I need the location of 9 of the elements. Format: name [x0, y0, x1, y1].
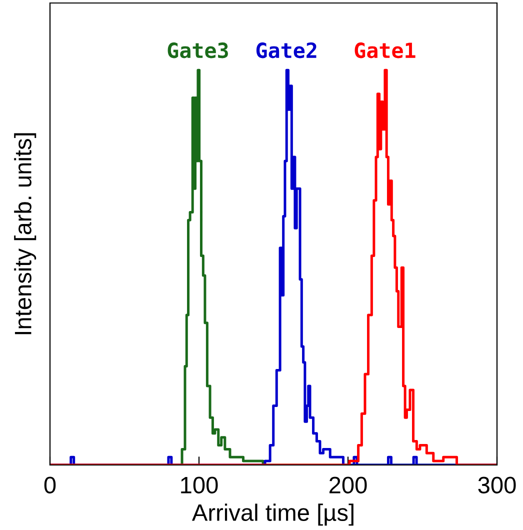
x-tick-label: 300	[478, 476, 516, 494]
series-label: Gate3	[168, 42, 228, 58]
x-tick-label: 100	[181, 476, 218, 494]
series-label: Gate1	[354, 42, 416, 58]
x-tick-label: 0	[44, 476, 56, 494]
x-tick-label: 200	[329, 476, 367, 494]
x-axis-title: Arrival time [µs]	[192, 504, 354, 526]
y-axis-title: Intensity [arb. units]	[14, 133, 36, 334]
series-label: Gate2	[256, 42, 316, 58]
